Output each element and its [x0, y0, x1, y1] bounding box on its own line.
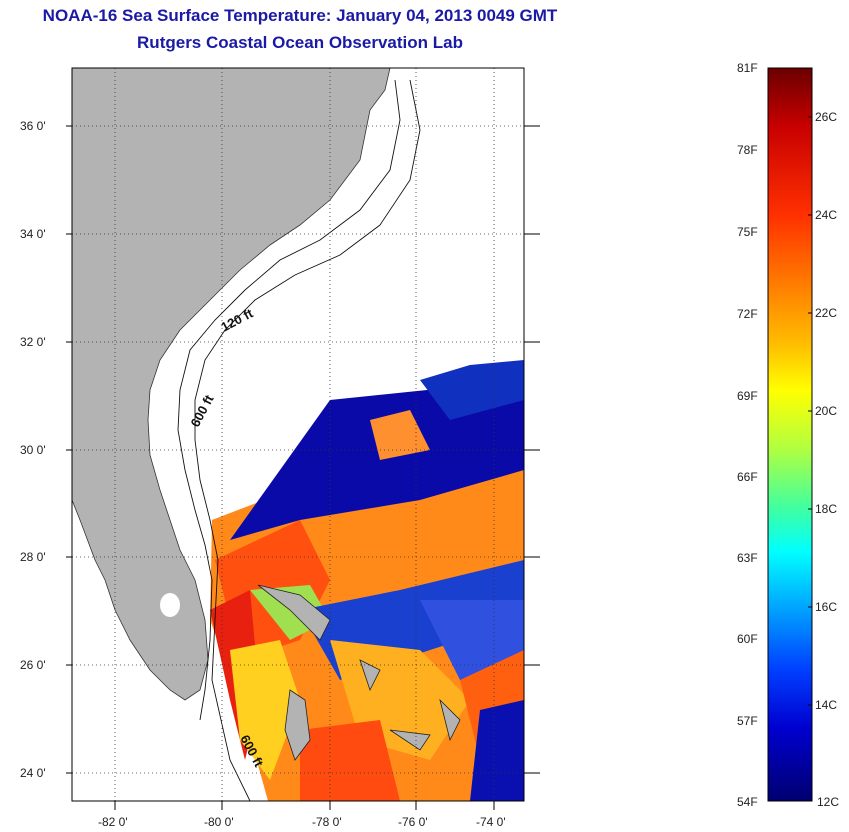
colorbar-f-label: 81F — [737, 61, 758, 75]
lat-label: 32 0' — [20, 335, 46, 349]
sst-swath — [210, 360, 524, 801]
colorbar-f-label: 69F — [737, 389, 758, 403]
colorbar — [767, 67, 813, 802]
colorbar-f-label: 75F — [737, 225, 758, 239]
bahamas-island — [284, 689, 311, 761]
map-subtitle: Rutgers Coastal Ocean Observation Lab — [137, 33, 463, 52]
contour-120ft — [177, 79, 401, 721]
lake-okeechobee — [160, 593, 180, 617]
colorbar-f-label: 57F — [737, 714, 758, 728]
lon-label: -82 0' — [98, 815, 128, 829]
lon-label: -76 0' — [398, 815, 428, 829]
map-title: NOAA-16 Sea Surface Temperature: January… — [42, 6, 558, 25]
lat-label: 24 0' — [20, 766, 46, 780]
map-content — [72, 68, 524, 801]
lat-label: 28 0' — [20, 550, 46, 564]
lat-label: 34 0' — [20, 227, 46, 241]
colorbar-c-label: 12C — [817, 795, 839, 809]
colorbar-c-label: 16C — [815, 600, 837, 614]
colorbar-f-label: 54F — [737, 795, 758, 809]
colorbar-c-label: 24C — [815, 208, 837, 222]
lon-label: -74 0' — [476, 815, 506, 829]
colorbar-c-label: 20C — [815, 404, 837, 418]
bahamas-island — [359, 659, 381, 692]
colorbar-c-label: 26C — [815, 110, 837, 124]
colorbar-c-label: 14C — [815, 698, 837, 712]
colorbar-f-label: 63F — [737, 551, 758, 565]
colorbar-c-label: 18C — [815, 502, 837, 516]
axis-ticks — [66, 125, 540, 810]
bahamas-island — [439, 698, 461, 742]
lat-label: 36 0' — [20, 119, 46, 133]
lat-label: 26 0' — [20, 658, 46, 672]
bahamas-island — [257, 584, 331, 641]
colorbar-f-label: 72F — [737, 307, 758, 321]
land-mass — [72, 68, 391, 701]
colorbar-f-label: 60F — [737, 632, 758, 646]
colorbar-f-label: 78F — [737, 143, 758, 157]
map-frame — [71, 67, 525, 802]
contour-600ft — [194, 79, 421, 801]
colorbar-ticks — [808, 116, 812, 706]
colorbar-c-label: 22C — [815, 306, 837, 320]
lon-label: -80 0' — [204, 815, 234, 829]
colorbar-f-label: 66F — [737, 470, 758, 484]
lon-label: -78 0' — [312, 815, 342, 829]
bahamas-island — [389, 729, 431, 751]
graticule — [72, 68, 524, 801]
lat-label: 30 0' — [20, 443, 46, 457]
